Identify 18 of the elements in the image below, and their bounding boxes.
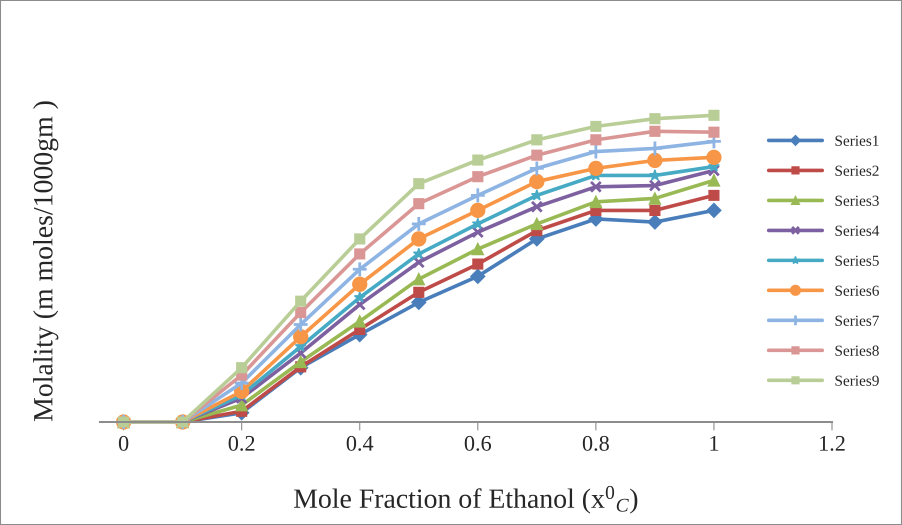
- x-tick-label: 0: [118, 436, 128, 451]
- x-tick-label: 0.8: [582, 436, 609, 451]
- legend-label: Series5: [835, 256, 879, 266]
- x-tick-label: 0.2: [228, 436, 254, 451]
- legend-label: Series4: [835, 226, 880, 236]
- legend-label: Series8: [835, 346, 879, 356]
- legend-label: Series3: [835, 196, 879, 206]
- x-tick-label: 0.4: [346, 436, 374, 451]
- x-tick-label: 1.2: [820, 436, 845, 451]
- legend-label: Series1: [835, 136, 879, 146]
- x-tick-label: 0.6: [464, 436, 492, 451]
- legend-label: Series2: [835, 166, 879, 176]
- x-axis-title: Mole Fraction of Ethanol (x$^{0}$$_{C}$): [294, 486, 638, 514]
- y-axis-title: Molality (m moles/1000gm ): [33, 101, 58, 422]
- x-tick-label: 1: [710, 436, 718, 451]
- legend-label: Series7: [835, 316, 879, 326]
- legend-label: Series6: [835, 286, 879, 296]
- legend-label: Series9: [835, 376, 879, 386]
